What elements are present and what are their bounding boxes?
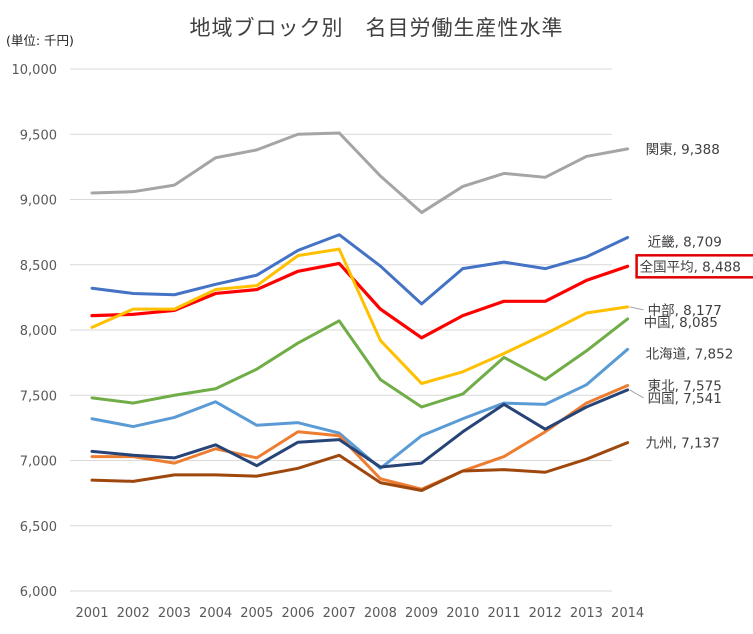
x-tick-label: 2006 [281,606,314,621]
x-tick-label: 2003 [158,606,191,621]
x-tick-label: 2014 [611,606,644,621]
series-label-全国平均: 全国平均, 8,488 [640,258,741,275]
label-leader-line [629,306,644,311]
y-tick-label: 8,000 [20,324,57,339]
x-axis-ticks: 2001 2002 2003 2004 2005 2006 2007 2008 2009 2010… [75,606,644,621]
x-tick-label: 2012 [529,606,562,621]
series-line-北海道 [90,347,630,470]
y-tick-label: 7,500 [20,389,57,404]
series-label-東北: 東北, 7,575 [648,378,722,394]
y-tick-label: 6,000 [20,585,57,600]
series-line-中部 [90,247,630,386]
series-line-四国 [90,388,630,469]
series-line-九州 [90,441,630,493]
chart-title: 地域ブロック別 名目労働生産性水準 [189,16,564,40]
x-tick-label: 2010 [446,606,479,621]
x-tick-label: 2001 [75,606,108,621]
series-lines [90,131,630,493]
y-tick-label: 7,000 [20,455,57,470]
y-axis-ticks: 6,000 6,500 7,000 7,500 8,000 8,500 9,000 9,500… [12,63,58,600]
label-leader-line [629,389,644,399]
y-tick-label: 6,500 [20,520,57,535]
series-label-近畿: 近畿, 8,709 [648,234,722,250]
series-label-四国: 四国, 7,541 [648,391,722,407]
x-tick-label: 2002 [117,606,150,621]
gridlines [70,68,612,592]
y-tick-label: 8,500 [20,259,57,274]
highlight-box [635,254,753,279]
x-tick-label: 2011 [487,606,520,621]
series-line-関東 [90,131,630,215]
series-label-中国: 中国, 8,085 [644,315,718,331]
series-label-九州: 九州, 7,137 [646,436,720,452]
y-tick-label: 9,500 [20,128,57,143]
series-label-中部: 中部, 8,177 [648,303,722,319]
unit-label: (単位: 千円) [6,33,74,48]
x-tick-label: 2005 [240,606,273,621]
x-tick-label: 2007 [323,606,356,621]
series-label-北海道: 北海道, 7,852 [646,346,734,362]
y-tick-label: 10,000 [12,63,58,78]
series-end-labels: 関東, 9,388 近畿, 8,709 全国平均, 8,488 中部, 8,177中国… [629,142,753,452]
series-line-中国 [90,317,630,409]
x-tick-label: 2013 [570,606,603,621]
y-tick-label: 9,000 [20,194,57,209]
x-tick-label: 2004 [199,606,232,621]
x-tick-label: 2009 [405,606,438,621]
x-tick-label: 2008 [364,606,397,621]
series-line-近畿 [90,233,630,306]
series-line-東北 [90,383,630,491]
series-label-関東: 関東, 9,388 [646,142,720,158]
series-line-全国平均 [90,261,630,340]
